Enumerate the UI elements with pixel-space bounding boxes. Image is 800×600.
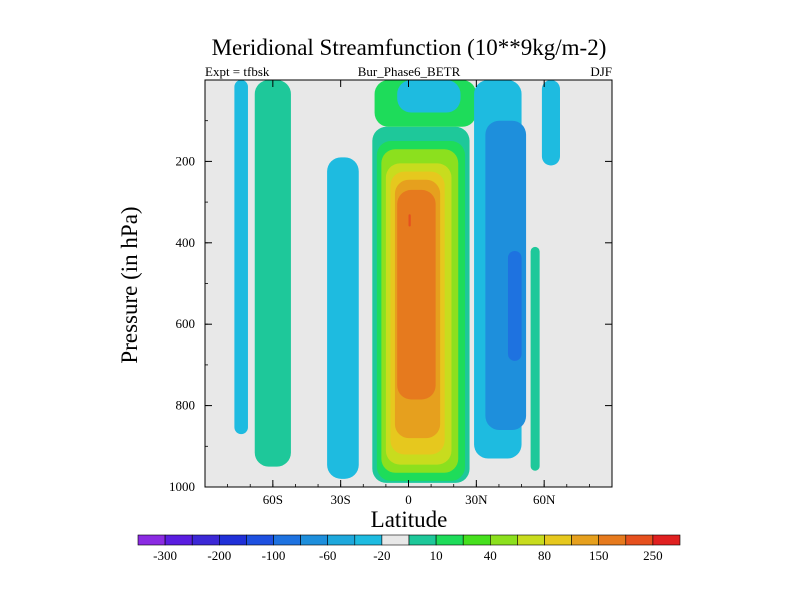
colorbar-label: -20 [373,548,390,563]
y-tick-label: 1000 [169,479,195,494]
x-tick-label: 60S [263,492,283,507]
contour-central-cell-peak [408,214,411,227]
colorbar-label: 250 [643,548,663,563]
colorbar-swatch [625,534,654,546]
colorbar-swatch [164,534,193,546]
colorbar-swatch [652,534,681,546]
contour-polar-cyan [541,80,560,166]
colorbar-swatch [300,534,329,546]
left-string: Expt = tfbsk [205,64,270,79]
contour-south-teal-column [254,80,291,467]
colorbar-label: -200 [207,548,231,563]
y-axis: 200 400 600 800 1000 [169,120,612,494]
colorbar-swatch [489,534,518,546]
colorbar-label: 150 [589,548,609,563]
colorbar-swatch [354,534,383,546]
colorbar-swatch [598,534,627,546]
colorbar-label: 80 [538,548,551,563]
colorbar-swatch [191,534,220,546]
y-tick-label: 200 [176,153,196,168]
colorbar-swatch [435,534,464,546]
contour-north-core-blue [507,250,522,361]
x-tick-label: 30N [465,492,488,507]
colorbar-label: -100 [262,548,286,563]
colorbar-label: -60 [319,548,336,563]
contour-south-cyan-column [234,80,248,435]
colorbar-label: 10 [430,548,443,563]
right-string: DJF [590,64,612,79]
contour-top-cyan-band [397,80,461,113]
colorbar-swatch [544,534,572,546]
x-axis: 60S 30S 0 30N 60N [227,80,590,507]
x-tick-label: 30S [331,492,351,507]
colorbar: -300 -200 -100 -60 -20 10 40 80 150 250 [137,534,681,563]
center-string: Bur_Phase6_BETR [358,64,461,79]
colorbar-swatch [462,534,491,546]
x-tick-label: 0 [405,492,412,507]
colorbar-swatch [246,534,274,546]
colorbar-swatch [408,534,437,546]
contour-midlat-south-cyan [327,157,359,479]
contour-central-cell-l200 [397,189,436,400]
y-axis-label: Pressure (in hPa) [117,206,142,363]
x-tick-label: 60N [533,492,556,507]
contour-north-green-column [530,246,540,471]
colorbar-swatch [517,534,545,546]
colorbar-swatch [571,534,599,546]
colorbar-label: 40 [484,548,497,563]
colorbar-swatch [381,534,410,546]
x-axis-label: Latitude [371,507,448,532]
colorbar-swatch [327,534,356,546]
contour-fill-group [234,80,560,483]
y-tick-label: 800 [176,398,196,413]
colorbar-swatch [137,534,166,546]
chart-title: Meridional Streamfunction (10**9kg/m-2) [212,35,607,60]
y-tick-label: 400 [176,235,196,250]
colorbar-swatch [273,534,301,546]
colorbar-label: -300 [153,548,177,563]
colorbar-swatch [219,534,247,546]
y-tick-label: 600 [176,316,196,331]
